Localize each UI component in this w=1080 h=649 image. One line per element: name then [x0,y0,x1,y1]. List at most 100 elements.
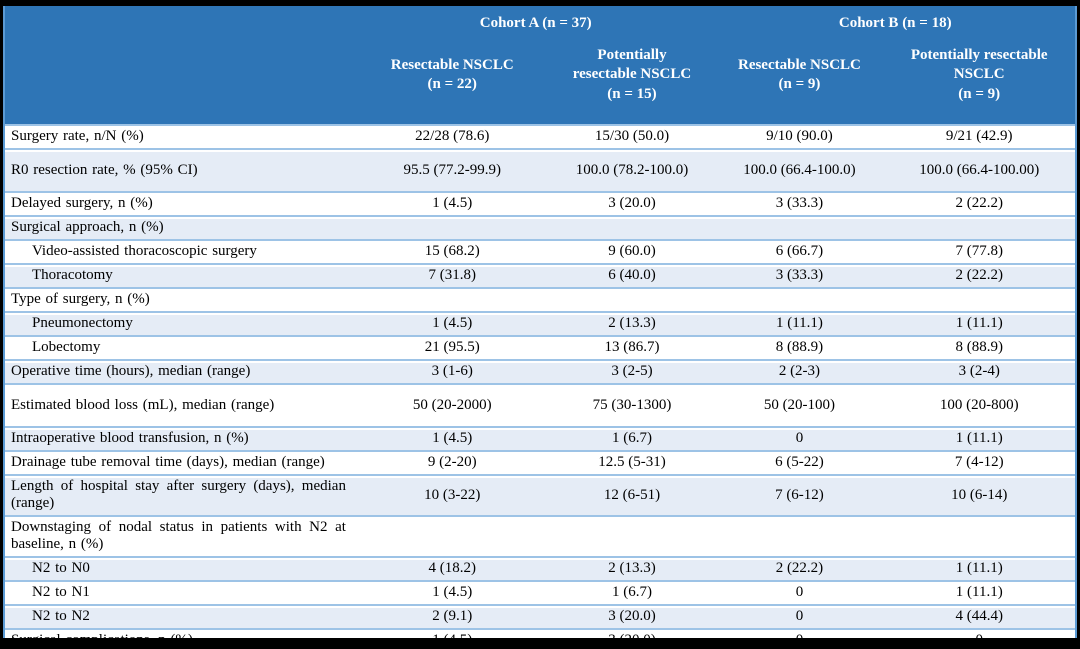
table-row: Delayed surgery, n (%) 1 (4.5) 3 (20.0) 3 (… [5,191,1075,215]
row-label: Type of surgery, n (%) [5,287,356,311]
row-value: 2 (13.3) [548,311,716,335]
row-value: 3 (20.0) [548,628,716,638]
table-row: N2 to N0 4 (18.2) 2 (13.3) 2 (22.2) 1 (11.1) [5,556,1075,580]
corner-cell [5,36,356,124]
row-value: 1 (4.5) [355,311,549,335]
row-value: 8 (88.9) [883,335,1075,359]
row-label: N2 to N2 [5,604,356,628]
row-value: 7 (31.8) [355,263,549,287]
row-value [715,515,884,556]
row-value: 1 (11.1) [883,426,1075,450]
table-row: Intraoperative blood transfusion, n (%) 1… [5,426,1075,450]
table-row: Length of hospital stay after surgery (d… [5,474,1075,515]
row-value: 1 (4.5) [355,628,549,638]
row-value: 2 (9.1) [355,604,549,628]
row-value: 12.5 (5-31) [548,450,716,474]
row-value: 7 (77.8) [883,239,1075,263]
row-value: 1 (11.1) [883,556,1075,580]
cohort-header-row: Cohort A (n = 37) Cohort B (n = 18) [5,6,1075,36]
cohort-a-header: Cohort A (n = 37) [355,6,716,36]
row-label: Delayed surgery, n (%) [5,191,356,215]
row-value: 7 (6-12) [715,474,884,515]
row-value: 15/30 (50.0) [548,124,716,148]
table-row: Surgery rate, n/N (%) 22/28 (78.6) 15/30 (… [5,124,1075,148]
column-header-row: Resectable NSCLC (n = 22) Potentially re… [5,36,1075,124]
row-value: 50 (20-2000) [355,383,549,426]
row-value: 10 (6-14) [883,474,1075,515]
row-value: 22/28 (78.6) [355,124,549,148]
column-header-resectable-a: Resectable NSCLC (n = 22) [355,36,549,124]
row-value: 6 (40.0) [548,263,716,287]
row-value: 3 (2-4) [883,359,1075,383]
row-value: 0 [715,628,884,638]
row-value: 12 (6-51) [548,474,716,515]
table-row: R0 resection rate, % (95% CI) 95.5 (77.2-… [5,148,1075,191]
row-value: 50 (20-100) [715,383,884,426]
row-value [355,215,549,239]
table-row: Lobectomy 21 (95.5) 13 (86.7) 8 (88.9) 8 (88… [5,335,1075,359]
row-label: Lobectomy [5,335,356,359]
row-value: 7 (4-12) [883,450,1075,474]
column-header-potentially-resectable-b: Potentially resectable NSCLC (n = 9) [883,36,1075,124]
row-value: 1 (4.5) [355,191,549,215]
row-value [883,215,1075,239]
row-value: 13 (86.7) [548,335,716,359]
row-value: 100.0 (66.4-100.0) [715,148,884,191]
table-row: Operative time (hours), median (range) 3 … [5,359,1075,383]
row-value: 21 (95.5) [355,335,549,359]
row-value [548,287,716,311]
table-row: Video-assisted thoracoscopic surgery 15 (… [5,239,1075,263]
row-label: Thoracotomy [5,263,356,287]
row-label: Surgery rate, n/N (%) [5,124,356,148]
row-value: 9/21 (42.9) [883,124,1075,148]
row-value: 1 (6.7) [548,426,716,450]
row-value: 8 (88.9) [715,335,884,359]
row-value: 3 (20.0) [548,191,716,215]
row-label: Drainage tube removal time (days), media… [5,450,356,474]
row-value: 1 (11.1) [883,580,1075,604]
table-row: Thoracotomy 7 (31.8) 6 (40.0) 3 (33.3) 2 (22… [5,263,1075,287]
row-value: 2 (22.2) [883,263,1075,287]
row-value: 6 (5-22) [715,450,884,474]
row-value: 3 (20.0) [548,604,716,628]
table-row: Estimated blood loss (mL), median (range… [5,383,1075,426]
row-label: Length of hospital stay after surgery (d… [5,474,356,515]
row-value: 0 [715,426,884,450]
row-value: 2 (22.2) [883,191,1075,215]
row-value: 1 (4.5) [355,580,549,604]
row-label: N2 to N0 [5,556,356,580]
table-row: Surgical approach, n (%) [5,215,1075,239]
row-label: Video-assisted thoracoscopic surgery [5,239,356,263]
row-value [355,515,549,556]
row-value: 9 (2-20) [355,450,549,474]
row-value [548,515,716,556]
table-row: Downstaging of nodal status in patients … [5,515,1075,556]
table-header: Cohort A (n = 37) Cohort B (n = 18) Rese… [5,6,1075,124]
column-header-resectable-b: Resectable NSCLC (n = 9) [715,36,884,124]
row-value: 1 (6.7) [548,580,716,604]
row-value: 15 (68.2) [355,239,549,263]
table-row: Pneumonectomy 1 (4.5) 2 (13.3) 1 (11.1) 1 (1… [5,311,1075,335]
row-value: 0 [715,580,884,604]
row-value: 3 (2-5) [548,359,716,383]
row-label: Pneumonectomy [5,311,356,335]
row-value: 3 (33.3) [715,263,884,287]
surgical-outcomes-table: Cohort A (n = 37) Cohort B (n = 18) Rese… [3,6,1077,638]
row-value: 95.5 (77.2-99.9) [355,148,549,191]
table-row: Surgical complications, n (%) 1 (4.5) 3 (2… [5,628,1075,638]
row-value [355,287,549,311]
row-label: Operative time (hours), median (range) [5,359,356,383]
row-value: 0 [715,604,884,628]
table-row: Drainage tube removal time (days), media… [5,450,1075,474]
row-label: Intraoperative blood transfusion, n (%) [5,426,356,450]
row-value [715,287,884,311]
cohort-b-header: Cohort B (n = 18) [715,6,1075,36]
row-value: 0 [883,628,1075,638]
row-value: 4 (44.4) [883,604,1075,628]
row-value: 1 (11.1) [715,311,884,335]
row-value: 75 (30-1300) [548,383,716,426]
row-value: 2 (2-3) [715,359,884,383]
row-label: Estimated blood loss (mL), median (range… [5,383,356,426]
row-value: 6 (66.7) [715,239,884,263]
row-value: 3 (1-6) [355,359,549,383]
